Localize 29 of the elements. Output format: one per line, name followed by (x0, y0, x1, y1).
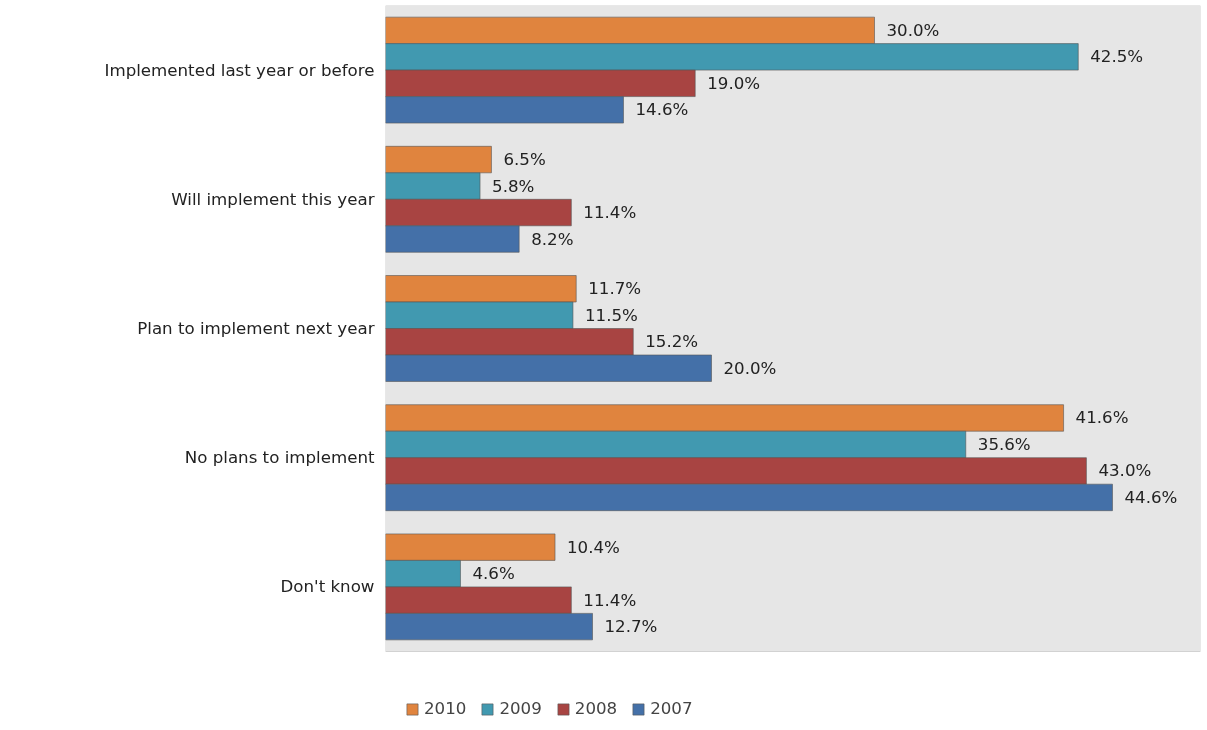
legend-label: 2008 (574, 699, 618, 718)
data-label: 30.0% (886, 20, 940, 40)
data-label: 42.5% (1090, 47, 1144, 67)
data-label: 19.0% (707, 73, 761, 93)
legend-label: 2009 (499, 699, 542, 718)
y-tick-label: Don't know (280, 577, 375, 597)
data-label: 43.0% (1098, 461, 1152, 481)
y-tick-label: No plans to implement (184, 448, 375, 468)
y-tick-label: Implemented last year or before (104, 60, 375, 80)
legend-label: 2007 (650, 699, 693, 718)
data-label: 12.7% (604, 617, 658, 637)
data-label: 8.2% (531, 229, 574, 249)
data-label: 11.7% (588, 279, 642, 299)
data-label: 11.4% (583, 203, 637, 223)
data-label: 15.2% (645, 332, 699, 352)
data-label: 6.5% (503, 150, 546, 170)
data-label: 35.6% (977, 434, 1031, 454)
data-label: 5.8% (492, 176, 535, 196)
legend-label: 2010 (424, 699, 467, 718)
data-label: 11.5% (584, 305, 638, 325)
data-label: 41.6% (1075, 408, 1129, 428)
data-label: 11.4% (583, 590, 637, 610)
y-tick-label: Plan to implement next year (137, 319, 375, 338)
data-label: 10.4% (567, 537, 620, 557)
data-label: 44.6% (1124, 487, 1178, 507)
data-label: 20.0% (723, 358, 777, 378)
data-label: 4.6% (472, 564, 515, 584)
data-label: 14.6% (635, 100, 689, 120)
y-tick-label: Will implement this year (171, 189, 375, 209)
